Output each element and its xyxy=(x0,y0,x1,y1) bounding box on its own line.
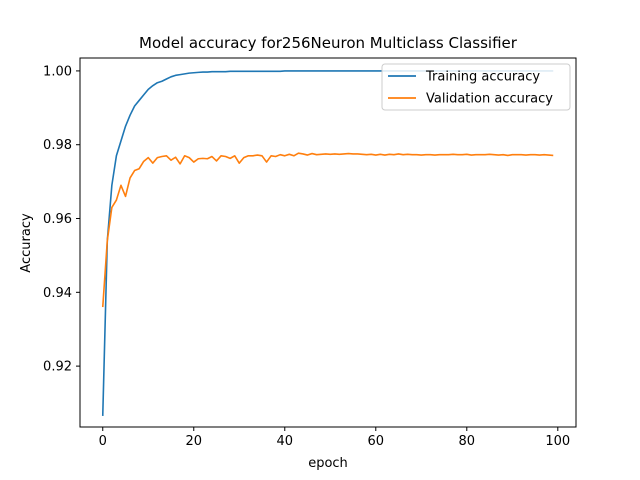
x-axis: 0 20 40 60 80 100 xyxy=(99,427,570,449)
x-tick-label: 20 xyxy=(185,434,202,449)
x-tick-label: 100 xyxy=(545,434,570,449)
x-tick-label: 40 xyxy=(276,434,293,449)
legend: Training accuracy Validation accuracy xyxy=(381,63,571,111)
y-tick-label: 0.92 xyxy=(43,360,72,375)
axes-frame xyxy=(79,57,577,428)
y-axis: 0.92 0.94 0.96 0.98 1.00 xyxy=(43,64,80,375)
y-tick-label: 0.94 xyxy=(43,286,72,301)
legend-entry-training: Training accuracy xyxy=(425,70,540,85)
x-tick-label: 60 xyxy=(368,434,385,449)
y-tick-label: 0.96 xyxy=(43,212,72,227)
chart-title: Model accuracy for256Neuron Multiclass C… xyxy=(139,34,518,52)
x-tick-label: 80 xyxy=(459,434,476,449)
series-line-validation-accuracy xyxy=(101,152,554,308)
y-tick-label: 0.98 xyxy=(43,138,72,153)
y-tick-label: 1.00 xyxy=(43,64,72,79)
legend-entry-validation: Validation accuracy xyxy=(426,92,553,107)
y-axis-label: Accuracy xyxy=(19,213,34,273)
x-tick-label: 0 xyxy=(99,434,107,449)
x-axis-label: epoch xyxy=(308,456,348,471)
legend-box xyxy=(381,63,571,111)
